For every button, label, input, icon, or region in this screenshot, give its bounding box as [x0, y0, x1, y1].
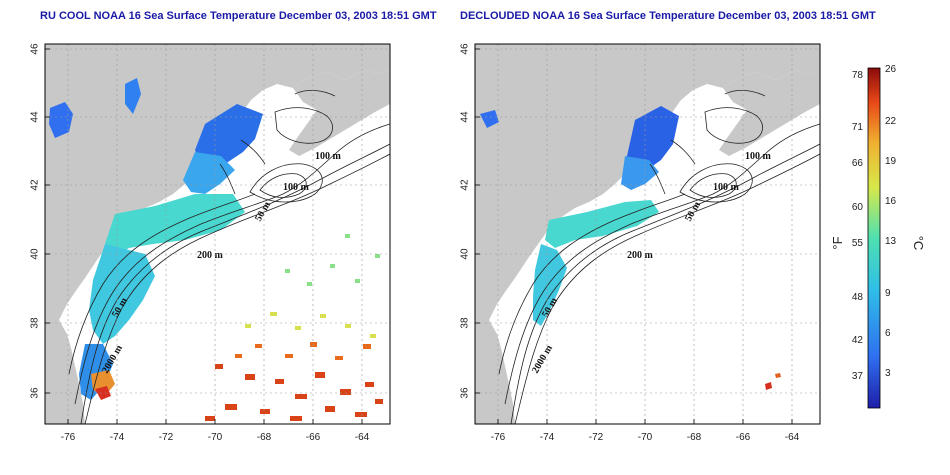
lon-tick-label: -74	[110, 432, 125, 443]
right-map: 100 m 100 m 50 m 200 m 50 m 2000 m -76 -7…	[460, 43, 821, 443]
right-lon-ticks: -76 -74 -72 -70 -68 -66 -64	[491, 419, 800, 443]
colorbar-f-tick: 48	[852, 292, 864, 303]
colorbar-unit-celsius: °C	[911, 236, 926, 251]
colorbar-c-tick: 3	[885, 368, 891, 379]
colorbar-c-tick: 13	[885, 236, 897, 247]
left-lon-ticks: -76 -74 -72 -70 -68 -66 -64	[61, 419, 370, 443]
lon-tick-label: -70	[638, 432, 653, 443]
colorbar-c-tick: 19	[885, 156, 897, 167]
left-lat-ticks: 46 44 42 40 38 36	[30, 43, 50, 399]
lon-tick-label: -66	[736, 432, 751, 443]
colorbar-c-tick: 26	[885, 64, 897, 75]
lon-tick-label: -64	[355, 432, 370, 443]
lon-tick-label: -70	[208, 432, 223, 443]
lat-tick-label: 40	[30, 248, 41, 260]
colorbar-c-tick: 22	[885, 116, 897, 127]
left-contour-label-100m-a: 100 m	[315, 151, 342, 162]
left-map-frame	[44, 43, 391, 425]
lat-tick-label: 38	[30, 317, 41, 329]
right-map-grid	[475, 44, 820, 424]
left-map-title: RU COOL NOAA 16 Sea Surface Temperature …	[40, 10, 437, 22]
lat-tick-label: 36	[460, 387, 471, 399]
colorbar-unit-fahrenheit: °F	[830, 236, 845, 249]
lon-tick-label: -68	[687, 432, 702, 443]
lon-tick-label: -76	[491, 432, 506, 443]
lon-tick-label: -64	[785, 432, 800, 443]
colorbar-fahrenheit-ticks: 78 71 66 60 55 48 42 37	[852, 70, 864, 382]
right-contour-label-100m-b: 100 m	[713, 182, 740, 193]
left-contour-label-200m: 200 m	[197, 250, 224, 261]
lon-tick-label: -68	[257, 432, 272, 443]
lat-tick-label: 44	[30, 111, 41, 123]
right-map-title: DECLOUDED NOAA 16 Sea Surface Temperatur…	[460, 10, 876, 22]
colorbar-gradient	[867, 67, 881, 409]
right-sst-field	[480, 106, 781, 390]
colorbar-f-tick: 37	[852, 371, 864, 382]
left-contour-label-100m-b: 100 m	[283, 182, 310, 193]
colorbar-f-tick: 55	[852, 238, 864, 249]
lat-tick-label: 44	[460, 111, 471, 123]
lat-tick-label: 46	[460, 43, 471, 55]
left-map-grid	[45, 44, 390, 424]
lon-tick-label: -74	[540, 432, 555, 443]
colorbar-f-tick: 60	[852, 202, 864, 213]
lat-tick-label: 38	[460, 317, 471, 329]
right-contour-label-100m-a: 100 m	[745, 151, 772, 162]
lat-tick-label: 42	[460, 179, 471, 191]
right-contour-label-200m: 200 m	[627, 250, 654, 261]
colorbar-c-tick: 9	[885, 288, 891, 299]
colorbar-f-tick: 71	[852, 122, 864, 133]
left-map: 100 m 100 m 50 m 200 m 50 m 2000 m -76 -7…	[30, 43, 391, 443]
right-lat-ticks: 46 44 42 40 38 36	[460, 43, 480, 399]
lon-tick-label: -66	[306, 432, 321, 443]
colorbar-celsius-ticks: 26 22 19 16 13 9 6 3	[885, 64, 897, 379]
colorbar-f-tick: 66	[852, 158, 864, 169]
right-map-frame	[474, 43, 821, 425]
lon-tick-label: -76	[61, 432, 76, 443]
colorbar-c-tick: 16	[885, 196, 897, 207]
colorbar: 78 71 66 60 55 48 42 37 26 22 19 16 13 9 6 3 °F °C	[830, 64, 926, 409]
colorbar-c-tick: 6	[885, 328, 891, 339]
lat-tick-label: 36	[30, 387, 41, 399]
lat-tick-label: 40	[460, 248, 471, 260]
lon-tick-label: -72	[159, 432, 174, 443]
colorbar-f-tick: 42	[852, 335, 864, 346]
lat-tick-label: 42	[30, 179, 41, 191]
colorbar-f-tick: 78	[852, 70, 864, 81]
lat-tick-label: 46	[30, 43, 41, 55]
lon-tick-label: -72	[589, 432, 604, 443]
